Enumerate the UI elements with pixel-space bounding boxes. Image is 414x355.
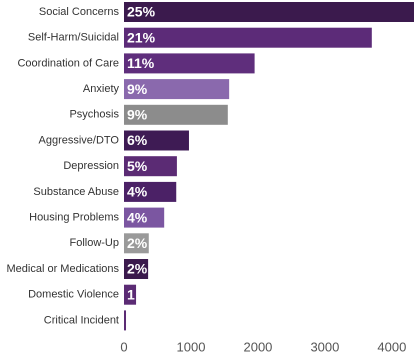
category-label: Follow-Up [69,237,119,249]
bar [124,259,149,279]
bar [124,284,137,305]
value-label: 6% [127,132,148,148]
bar [124,104,228,125]
x-tick-label: 2000 [243,339,272,354]
bar [124,79,230,100]
category-label: Aggressive/DTO [39,134,120,146]
category-label: Depression [63,160,119,172]
bar [124,233,149,254]
bar [124,130,189,151]
value-label: 9% [127,81,148,97]
category-label: Critical Incident [44,314,119,326]
x-tick-label: 4000 [377,339,406,354]
category-label: Substance Abuse [33,186,119,198]
category-label: Self-Harm/Suicidal [28,32,119,44]
category-label: Housing Problems [29,212,119,224]
value-label: 1 [127,286,135,302]
bar [124,27,372,48]
category-label: Medical or Medications [7,263,120,275]
x-tick-label: 3000 [310,339,339,354]
category-label: Anxiety [83,83,120,95]
value-label: 25% [127,4,156,20]
x-tick-label: 0 [120,339,127,354]
value-label: 21% [127,29,156,45]
bar [124,156,177,177]
category-label: Domestic Violence [28,289,119,301]
value-label: 2% [127,235,148,251]
x-tick-label: 1000 [177,339,206,354]
value-label: 9% [127,107,148,123]
bar [124,207,165,228]
bar [124,181,177,202]
value-label: 4% [127,209,148,225]
value-label: 4% [127,184,148,200]
bar [124,53,255,74]
category-label: Coordination of Care [17,57,119,69]
value-label: 5% [127,158,148,174]
bar [124,310,127,331]
category-label: Social Concerns [39,6,120,18]
value-label: 2% [127,261,148,277]
value-label: 11% [127,55,155,71]
category-label: Psychosis [69,109,119,121]
bar [124,2,414,22]
